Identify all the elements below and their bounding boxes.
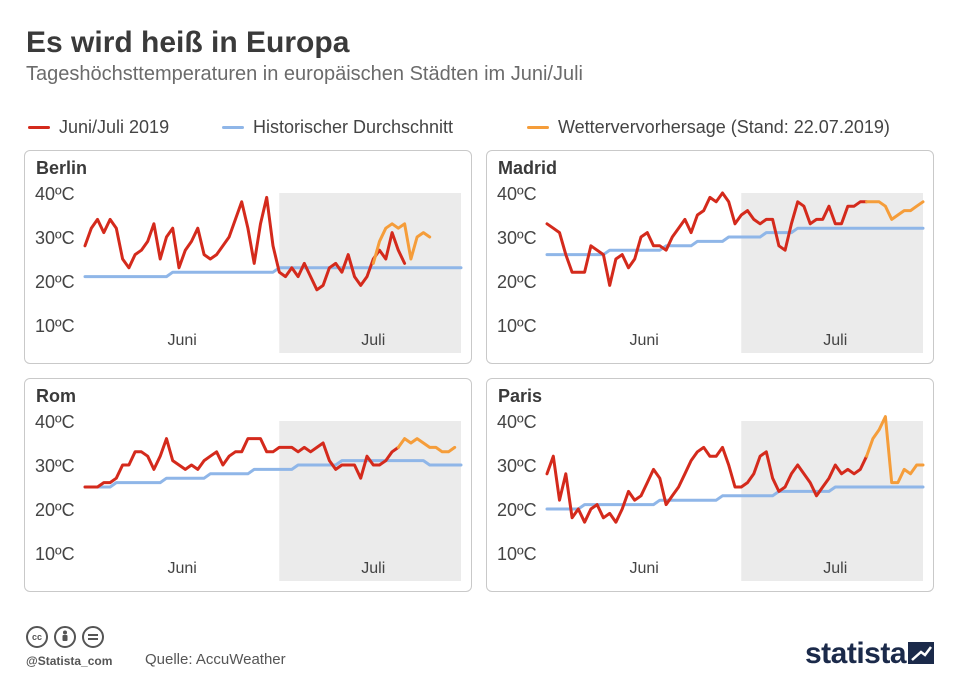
- x-label-madrid: Juli: [823, 332, 847, 349]
- chart-title: Es wird heiß in Europa: [26, 26, 350, 59]
- y-tick-label-berlin: 40ºC: [35, 184, 75, 204]
- y-tick-label-madrid: 20ºC: [497, 272, 537, 292]
- forecast-line-paris: [865, 415, 925, 485]
- chart-subtitle: Tageshöchsttemperaturen in europäischen …: [26, 63, 583, 85]
- y-tick-label-paris: 10ºC: [497, 544, 537, 564]
- y-tick-label-paris: 30ºC: [497, 456, 537, 476]
- x-label-paris: Juli: [823, 560, 847, 577]
- july-shade-paris: [741, 421, 923, 581]
- actual-line-paris: [545, 445, 869, 524]
- legend-item-forecast: Wettervervorhersage (Stand: 22.07.2019): [527, 117, 890, 138]
- panel-rom: Rom 10ºC 20ºC 30ºC 40ºC Juni Juli: [24, 378, 472, 592]
- y-tick-label-rom: 10ºC: [35, 544, 75, 564]
- chart-svg-berlin: 10ºC 20ºC 30ºC 40ºC Juni Juli: [35, 184, 463, 353]
- y-tick-label-berlin: 20ºC: [35, 272, 75, 292]
- x-label-rom: Juni: [167, 560, 196, 577]
- legend-swatch-average: [222, 126, 244, 129]
- actual-line-berlin: [83, 195, 407, 292]
- average-line-madrid: [545, 226, 925, 257]
- by-person-icon[interactable]: [54, 626, 76, 648]
- legend-label-forecast: Wettervervorhersage (Stand: 22.07.2019): [558, 117, 890, 137]
- no-derivatives-icon[interactable]: [82, 626, 104, 648]
- forecast-line-rom: [396, 437, 457, 454]
- actual-line-madrid: [545, 191, 869, 287]
- legend-swatch-forecast: [527, 126, 549, 129]
- panel-title-rom: Rom: [36, 386, 76, 406]
- chart-svg-paris: 10ºC 20ºC 30ºC 40ºC Juni Juli: [497, 412, 925, 581]
- panel-title-berlin: Berlin: [36, 158, 88, 178]
- legend: Juni/Juli 2019 Historischer Durchschnitt…: [0, 117, 960, 141]
- panel-madrid: Madrid 10ºC 20ºC 30ºC 40ºC Juni Juli: [486, 150, 934, 364]
- panel-berlin: Berlin 10ºC 20ºC 30ºC 40ºC Juni Juli: [24, 150, 472, 364]
- legend-item-average: Historischer Durchschnitt: [222, 117, 453, 138]
- statista-logo-text[interactable]: statista: [805, 637, 907, 670]
- forecast-line-berlin: [371, 222, 432, 265]
- source-note: Quelle: AccuWeather: [145, 651, 286, 668]
- chart-svg-rom: 10ºC 20ºC 30ºC 40ºC Juni Juli: [35, 412, 463, 581]
- x-label-paris: Juni: [629, 560, 658, 577]
- legend-swatch-actual: [28, 126, 50, 129]
- july-shade-rom: [279, 421, 461, 581]
- statista-handle[interactable]: @Statista_com: [26, 654, 113, 668]
- y-tick-label-paris: 20ºC: [497, 500, 537, 520]
- july-shade-berlin: [279, 193, 461, 353]
- x-label-rom: Juli: [361, 560, 385, 577]
- panel-title-madrid: Madrid: [498, 158, 558, 178]
- forecast-line-madrid: [865, 200, 925, 221]
- chart-svg-madrid: 10ºC 20ºC 30ºC 40ºC Juni Juli: [497, 184, 925, 353]
- average-line-berlin: [83, 266, 463, 279]
- statista-logo-icon[interactable]: [908, 642, 934, 664]
- x-label-berlin: Juli: [361, 332, 385, 349]
- panel-paris: Paris 10ºC 20ºC 30ºC 40ºC Juni Juli: [486, 378, 934, 592]
- y-tick-label-berlin: 10ºC: [35, 316, 75, 336]
- x-label-madrid: Juni: [629, 332, 658, 349]
- license-icons: cc: [26, 626, 104, 648]
- x-label-berlin: Juni: [167, 332, 196, 349]
- y-tick-label-berlin: 30ºC: [35, 228, 75, 248]
- y-tick-label-rom: 20ºC: [35, 500, 75, 520]
- y-tick-label-paris: 40ºC: [497, 412, 537, 432]
- actual-line-rom: [83, 437, 400, 489]
- legend-label-average: Historischer Durchschnitt: [253, 117, 454, 137]
- y-tick-label-madrid: 10ºC: [497, 316, 537, 336]
- panel-title-paris: Paris: [498, 386, 543, 406]
- y-tick-label-rom: 30ºC: [35, 456, 75, 476]
- y-tick-label-rom: 40ºC: [35, 412, 75, 432]
- legend-item-actual: Juni/Juli 2019: [28, 117, 169, 138]
- cc-icon[interactable]: cc: [26, 626, 48, 648]
- y-tick-label-madrid: 40ºC: [497, 184, 537, 204]
- average-line-paris: [545, 485, 925, 511]
- average-line-rom: [83, 459, 463, 489]
- y-tick-label-madrid: 30ºC: [497, 228, 537, 248]
- legend-label-actual: Juni/Juli 2019: [59, 117, 170, 137]
